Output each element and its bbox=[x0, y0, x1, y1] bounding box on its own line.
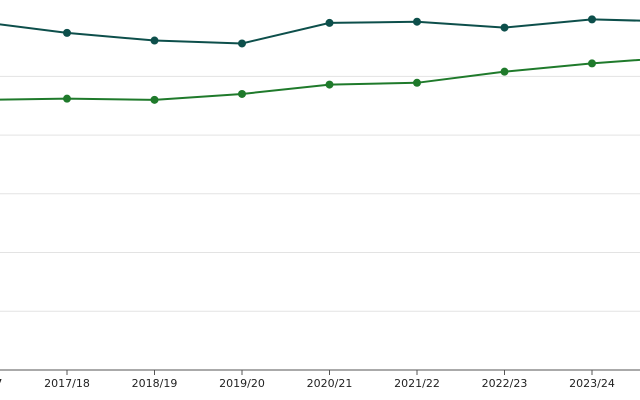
data-point bbox=[150, 36, 159, 45]
x-tick-label: 2022/23 bbox=[482, 377, 528, 390]
data-point bbox=[500, 67, 509, 76]
x-tick-label: 2021/22 bbox=[394, 377, 440, 390]
data-point bbox=[588, 15, 596, 24]
series-line bbox=[0, 58, 640, 101]
data-point bbox=[238, 89, 246, 98]
x-tick-label: 2018/19 bbox=[132, 377, 178, 390]
data-point bbox=[413, 17, 421, 26]
data-point bbox=[63, 94, 71, 103]
data-point bbox=[588, 59, 596, 68]
series-line bbox=[0, 18, 640, 45]
x-tick-label: 2020/21 bbox=[307, 377, 353, 390]
data-point bbox=[150, 95, 159, 104]
x-tick-label: 2019/20 bbox=[219, 377, 265, 390]
data-point bbox=[413, 78, 421, 87]
data-point bbox=[325, 80, 334, 89]
data-point bbox=[500, 23, 509, 32]
x-tick-label: 2016/17 bbox=[0, 377, 2, 390]
x-tick-label: 2017/18 bbox=[44, 377, 90, 390]
data-point bbox=[238, 39, 246, 48]
data-point bbox=[325, 18, 334, 27]
x-tick-label: 2023/24 bbox=[569, 377, 615, 390]
data-point bbox=[63, 28, 71, 37]
